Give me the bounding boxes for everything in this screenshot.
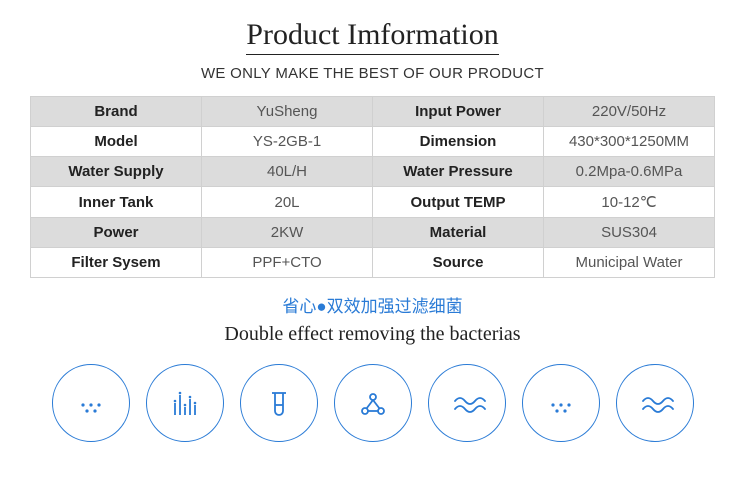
spec-value: YS-2GB-1	[202, 127, 373, 157]
spec-label: Material	[373, 218, 544, 248]
spec-label: Source	[373, 248, 544, 278]
spec-label: Filter Sysem	[31, 248, 202, 278]
spec-value: PPF+CTO	[202, 248, 373, 278]
spec-label: Inner Tank	[31, 187, 202, 218]
spec-value: 10-12℃	[544, 187, 715, 218]
page-subtitle: WE ONLY MAKE THE BEST OF OUR PRODUCT	[30, 65, 715, 82]
molecule-icon	[334, 364, 412, 442]
table-row: Power2KWMaterialSUS304	[31, 218, 715, 248]
spec-label: Water Supply	[31, 157, 202, 187]
spec-label: Model	[31, 127, 202, 157]
spec-value: 220V/50Hz	[544, 97, 715, 127]
spec-value: Municipal Water	[544, 248, 715, 278]
spec-value: YuSheng	[202, 97, 373, 127]
spec-table: BrandYuShengInput Power220V/50HzModelYS-…	[30, 96, 715, 278]
spec-value: 0.2Mpa-0.6MPa	[544, 157, 715, 187]
tagline-english: Double effect removing the bacterias	[30, 323, 715, 346]
table-row: Filter SysemPPF+CTOSourceMunicipal Water	[31, 248, 715, 278]
table-row: Inner Tank20LOutput TEMP10-12℃	[31, 187, 715, 218]
spec-value: 430*300*1250MM	[544, 127, 715, 157]
table-row: BrandYuShengInput Power220V/50Hz	[31, 97, 715, 127]
product-info-panel: Product Imformation WE ONLY MAKE THE BES…	[0, 0, 745, 442]
dots-icon	[522, 364, 600, 442]
table-row: ModelYS-2GB-1Dimension430*300*1250MM	[31, 127, 715, 157]
spec-label: Input Power	[373, 97, 544, 127]
spec-value: SUS304	[544, 218, 715, 248]
spec-value: 20L	[202, 187, 373, 218]
spec-value: 2KW	[202, 218, 373, 248]
dots-icon	[52, 364, 130, 442]
bars-icon	[146, 364, 224, 442]
testtube-icon	[240, 364, 318, 442]
table-row: Water Supply40L/HWater Pressure0.2Mpa-0.…	[31, 157, 715, 187]
tagline-chinese: 省心●双效加强过滤细菌	[30, 292, 715, 317]
spec-label: Power	[31, 218, 202, 248]
wave-icon	[616, 364, 694, 442]
spec-label: Dimension	[373, 127, 544, 157]
spec-value: 40L/H	[202, 157, 373, 187]
spec-table-body: BrandYuShengInput Power220V/50HzModelYS-…	[31, 97, 715, 278]
spec-label: Brand	[31, 97, 202, 127]
page-title: Product Imformation	[246, 18, 498, 55]
spec-label: Water Pressure	[373, 157, 544, 187]
feature-icons-row	[30, 364, 715, 442]
wave-icon	[428, 364, 506, 442]
spec-label: Output TEMP	[373, 187, 544, 218]
